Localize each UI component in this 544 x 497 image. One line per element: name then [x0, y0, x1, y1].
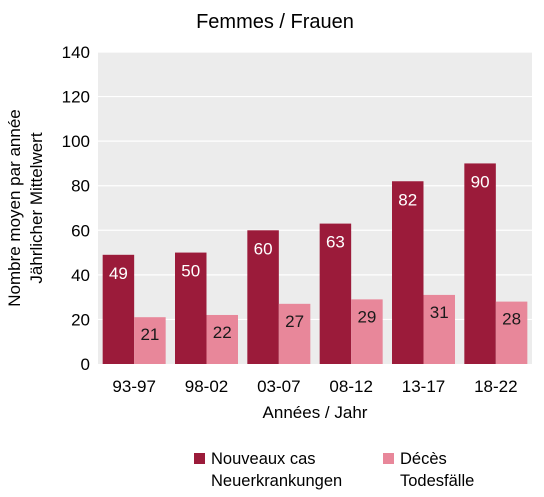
y-tick-label: 60: [71, 221, 90, 240]
legend-swatch-new-cases: [194, 453, 205, 464]
bar-value-label: 29: [357, 307, 376, 326]
x-tick-label: 08-12: [329, 377, 372, 396]
bar-value-label: 50: [181, 262, 200, 281]
bar-new-cases: [175, 252, 207, 364]
x-tick-label: 18-22: [474, 377, 517, 396]
bar-new-cases: [392, 181, 424, 364]
bar-deaths: [351, 299, 383, 364]
bars: 49 21 50 22 60 27 63 29 82 31 90 28: [102, 163, 528, 364]
y-axis-label: Nombre moyen par année Jährlicher Mittel…: [5, 109, 46, 307]
bar-value-label: 63: [326, 233, 345, 252]
bar-new-cases: [247, 230, 279, 364]
x-axis-label: Années / Jahr: [263, 403, 368, 422]
y-axis-ticks: 0 20 40 60 80 100 120 140: [62, 43, 90, 374]
x-tick-label: 93-97: [112, 377, 155, 396]
x-tick-label: 98-02: [185, 377, 228, 396]
bar-value-label: 90: [471, 172, 490, 191]
bar-new-cases: [319, 223, 352, 364]
legend-label-deaths-line-1: Décès: [400, 450, 447, 468]
bar-new-cases: [102, 254, 135, 364]
bar-deaths: [206, 314, 238, 364]
bar-value-label: 27: [285, 312, 304, 331]
y-tick-label: 20: [71, 310, 90, 329]
x-tick-label: 03-07: [257, 377, 300, 396]
legend: Nouveaux cas Neuerkrankungen Décès Todes…: [194, 450, 474, 490]
y-tick-label: 80: [71, 177, 90, 196]
gridlines: [98, 51, 532, 321]
x-tick-label: 13-17: [402, 377, 445, 396]
bar-value-label: 60: [254, 239, 273, 258]
y-tick-label: 40: [71, 266, 90, 285]
legend-swatch-deaths: [383, 453, 394, 464]
bar-value-label: 49: [109, 264, 128, 283]
chart-title: Femmes / Frauen: [196, 11, 354, 33]
bar-new-cases: [464, 163, 496, 364]
y-tick-label: 140: [62, 43, 90, 62]
bar-deaths: [423, 294, 455, 364]
bar-value-label: 28: [502, 310, 521, 329]
y-tick-label: 100: [62, 132, 90, 151]
plot-area: [98, 52, 532, 364]
bar-value-label: 22: [213, 323, 232, 342]
bar-deaths: [278, 303, 311, 364]
bar-value-label: 82: [398, 190, 417, 209]
y-axis-label-line-2: Jährlicher Mittelwert: [27, 132, 46, 283]
y-tick-label: 120: [62, 88, 90, 107]
x-axis-ticks: 93-97 98-02 03-07 08-12 13-17 18-22: [112, 377, 517, 396]
legend-label-deaths-line-2: Todesfälle: [400, 472, 474, 490]
bar-deaths: [134, 317, 166, 364]
legend-label-new-cases-line-2: Neuerkrankungen: [211, 472, 342, 490]
bar-value-label: 21: [140, 325, 159, 344]
y-axis-label-line-1: Nombre moyen par année: [5, 109, 24, 307]
legend-label-new-cases-line-1: Nouveaux cas: [211, 450, 316, 468]
y-tick-label: 0: [81, 355, 90, 374]
bar-value-label: 31: [430, 303, 449, 322]
bar-deaths: [495, 301, 528, 364]
